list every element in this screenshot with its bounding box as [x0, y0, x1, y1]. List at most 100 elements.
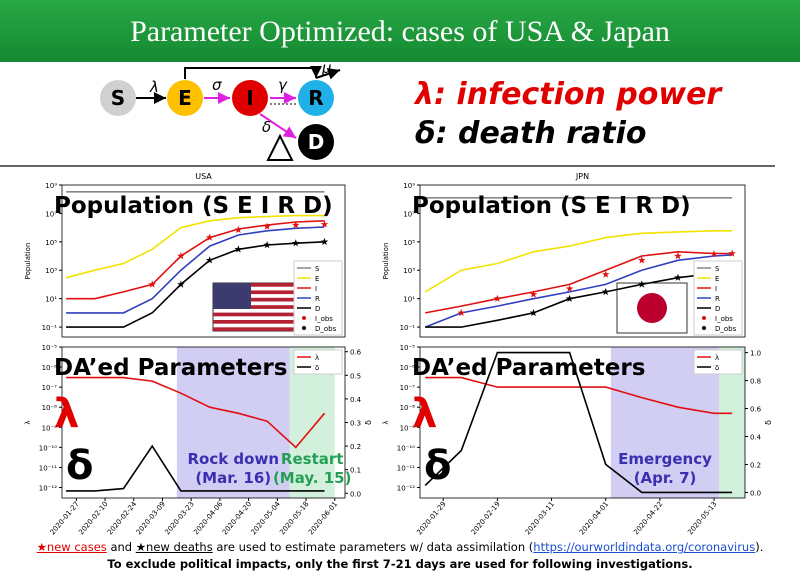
series-line: [424, 230, 733, 293]
overlay-title: Population (S E I R D): [54, 193, 333, 219]
x-tick-label: 2020-01-29: [415, 500, 447, 536]
y-tick-label: 10⁵: [403, 239, 415, 247]
overlay-title: DA’ed Parameters: [412, 355, 645, 381]
obs-marker: [320, 220, 329, 228]
y-axis-label: λ: [382, 420, 390, 424]
period-label: Restart: [281, 450, 344, 468]
footer-text: and: [106, 540, 136, 554]
plot-frame: [419, 346, 746, 499]
obs-marker: [205, 233, 214, 241]
y-tick-label: 10⁷: [45, 210, 57, 218]
y2-axis-label: δ: [764, 420, 773, 425]
obs-marker: [674, 273, 682, 281]
shaded-period: [176, 347, 290, 498]
series-line: [66, 220, 325, 300]
y-axis-label: Population: [382, 243, 390, 280]
y-tick-label: 10⁻⁹: [42, 424, 58, 432]
legend-label: I: [315, 285, 317, 293]
x-tick-label: 2020-03-09: [135, 500, 167, 536]
obs-marker: [320, 237, 329, 246]
obs-marker: [205, 256, 214, 264]
footer-text: ).: [755, 540, 764, 554]
obs-marker: [234, 245, 243, 253]
obs-marker: [638, 256, 646, 264]
y-tick-label: 10⁻¹: [42, 324, 58, 332]
x-tick-label: 2020-04-22: [632, 500, 664, 536]
legend-label: E: [715, 275, 719, 283]
series-line: [424, 254, 733, 328]
plot-frame: [61, 184, 346, 338]
series-line: [66, 444, 325, 492]
obs-marker: [565, 284, 574, 292]
x-tick-label: 2020-06-01: [307, 500, 339, 536]
node-label: D: [308, 130, 325, 154]
y2-axis-label: δ: [364, 420, 373, 425]
footer-link[interactable]: https://ourworldindata.org/coronavirus: [533, 540, 756, 554]
y-tick-label: 10⁻⁵: [400, 344, 416, 352]
period-label: (Mar. 16): [195, 469, 271, 487]
series-line: [425, 250, 733, 314]
period-label: Emergency: [618, 450, 712, 468]
y-axis-label: Population: [24, 243, 32, 280]
obs-marker: [148, 280, 156, 288]
x-tick-label: 2020-05-18: [278, 500, 310, 536]
overlay-delta: δ: [66, 443, 93, 489]
edge-label: σ: [212, 76, 222, 94]
legend-label: δ: [315, 364, 319, 372]
series-line: [66, 241, 325, 328]
series-line: [66, 376, 326, 449]
edge-label: δ: [262, 118, 271, 136]
y-tick-label: 10⁻⁷: [42, 384, 58, 392]
y-tick-label: 10⁹: [45, 182, 57, 190]
y-tick-label: 10⁻⁸: [400, 404, 416, 412]
overlay-title: Population (S E I R D): [412, 193, 691, 219]
lambda-key: λ: infection power: [413, 77, 723, 112]
obs-marker: [674, 252, 682, 260]
obs-marker: [493, 294, 502, 302]
legend-label: λ: [715, 354, 719, 362]
obs-marker: [601, 270, 610, 278]
japan-flag: [616, 282, 688, 334]
legend-label: I: [715, 285, 717, 293]
obs-marker: [177, 252, 185, 260]
obs-marker: [565, 294, 574, 302]
series-line: [425, 376, 733, 415]
legend-label: D_obs: [715, 325, 737, 333]
legend-swatch: [302, 316, 306, 320]
x-tick-label: 2020-01-27: [49, 500, 81, 536]
y-tick-label: 10⁵: [45, 239, 57, 247]
edge-label: μ: [321, 59, 332, 77]
x-tick-label: 2020-05-13: [686, 500, 718, 536]
y2-tick-label: 1.0: [750, 350, 761, 358]
y2-tick-label: 0.0: [350, 490, 361, 498]
node-label: R: [308, 86, 323, 110]
footer-text: ★new cases: [36, 540, 107, 554]
y2-tick-label: 0.0: [750, 489, 761, 497]
footer-line-1: ★new cases and ★new deaths are used to e…: [0, 540, 800, 554]
y-tick-label: 10⁻⁶: [42, 364, 58, 372]
legend-box: [693, 349, 743, 375]
x-tick-label: 2020-02-10: [77, 500, 109, 536]
y-tick-label: 10¹: [403, 296, 415, 304]
obs-marker: [710, 250, 718, 258]
period-label: (May. 15): [273, 469, 352, 487]
obs-marker: [234, 225, 243, 234]
overlay-title: DA’ed Parameters: [54, 355, 287, 381]
y2-tick-label: 0.8: [750, 378, 761, 386]
y-tick-label: 10⁻⁷: [400, 384, 416, 392]
y2-tick-label: 0.5: [350, 372, 361, 380]
y2-tick-label: 0.4: [750, 433, 762, 441]
footer-text: ★new deaths: [135, 540, 213, 554]
y-tick-label: 10⁷: [403, 210, 415, 218]
legend-label: D_obs: [315, 325, 337, 333]
x-tick-label: 2020-03-11: [524, 500, 556, 536]
y2-tick-label: 0.6: [350, 349, 362, 357]
x-tick-label: 2020-02-19: [470, 500, 502, 536]
series-line: [65, 214, 325, 279]
obs-marker: [728, 249, 736, 257]
seird-diagram: S E I R D λ σ γ μ δ: [100, 59, 341, 161]
obs-marker: [177, 280, 185, 288]
legend-label: S: [315, 265, 320, 273]
